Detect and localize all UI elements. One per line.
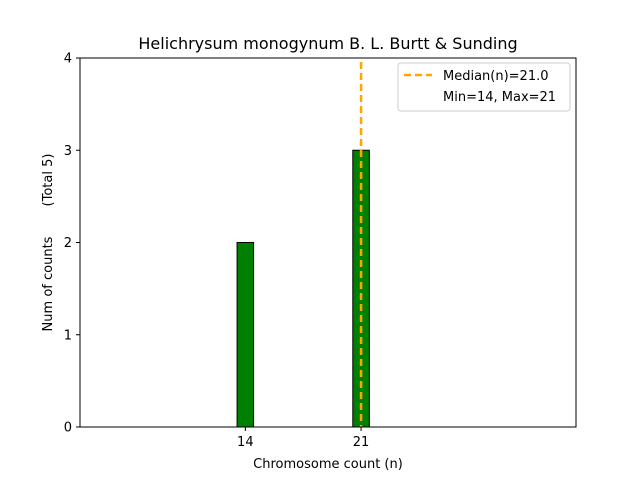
- y-tick-label: 2: [64, 236, 72, 251]
- legend-minmax-label: Min=14, Max=21: [443, 90, 556, 105]
- legend-median-label: Median(n)=21.0: [443, 69, 549, 84]
- x-axis-ticks: 14 21: [237, 427, 369, 450]
- y-axis-label: Num of counts: [41, 236, 56, 331]
- x-tick-label: 21: [353, 435, 370, 450]
- y-axis-ticks: 0 1 2 3 4: [64, 52, 80, 436]
- y-tick-label: 1: [64, 328, 72, 343]
- y-tick-label: 3: [64, 144, 72, 159]
- chart-title: Helichrysum monogynum B. L. Burtt & Sund…: [138, 34, 517, 53]
- y-axis-total-note: (Total 5): [41, 154, 56, 207]
- x-axis-label: Chromosome count (n): [253, 457, 403, 472]
- y-tick-label: 4: [64, 52, 72, 67]
- y-tick-label: 0: [64, 421, 72, 436]
- legend: Median(n)=21.0 Min=14, Max=21: [397, 62, 571, 112]
- x-tick-label: 14: [237, 435, 254, 450]
- legend-box: [397, 62, 571, 112]
- bar-14: [236, 242, 255, 428]
